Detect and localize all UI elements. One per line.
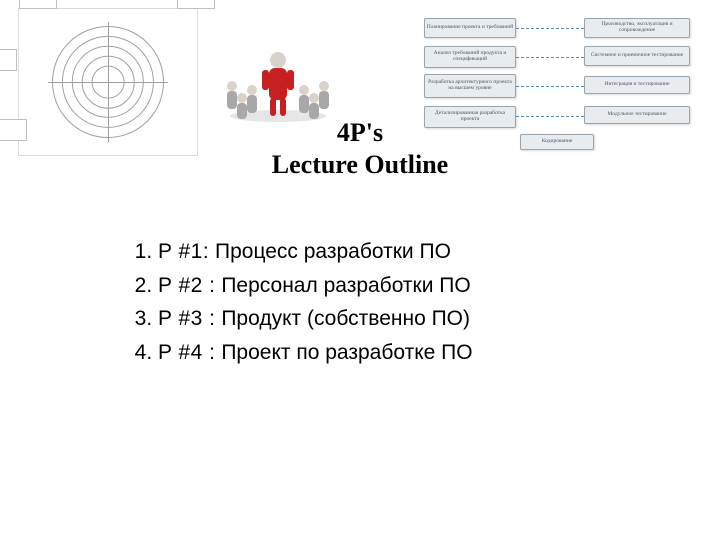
title-line-1: 4P's: [0, 118, 720, 148]
outline-list: P #1: Процесс разработки ПОP #2 : Персон…: [124, 238, 598, 373]
people-image: [212, 38, 344, 126]
people-svg: [212, 38, 344, 126]
outline-ol: P #1: Процесс разработки ПОP #2 : Персон…: [124, 238, 598, 373]
outline-item-text: Персонал разработки ПО: [216, 274, 471, 297]
flow-box: Системное и приемочное тестирование: [584, 46, 690, 66]
flow-arrow: [516, 86, 584, 87]
outline-item-text: Проект по разработке ПО: [216, 341, 473, 364]
outline-item-text: Процесс разработки ПО: [209, 240, 451, 263]
spiral-label-box: [19, 0, 57, 9]
spiral-label-box: [177, 0, 215, 9]
flow-box: Анализ требований продукта и спецификаци…: [424, 46, 516, 68]
outline-item-bold: P #4 :: [158, 341, 216, 364]
flow-arrow: [516, 57, 584, 58]
outline-item: P #4 : Проект по разработке ПО: [158, 339, 598, 373]
flow-box: Планирование проекта и требований: [424, 18, 516, 38]
spiral-ring: [92, 66, 125, 99]
outline-item: P #1: Процесс разработки ПО: [158, 238, 598, 272]
flow-box: Производство, эксплуатация и сопровожден…: [584, 18, 690, 38]
flow-arrow: [516, 116, 584, 117]
outline-item: P #3 : Продукт (собственно ПО): [158, 305, 598, 339]
outline-item-bold: P #3 :: [158, 307, 216, 330]
outline-item-bold: P #2 :: [158, 274, 216, 297]
outline-item: P #2 : Персонал разработки ПО: [158, 272, 598, 306]
flow-arrow: [516, 28, 584, 29]
slide: Планирование проекта и требований Произво…: [0, 0, 720, 540]
flow-box: Разработка архитектурного проекта на выс…: [424, 74, 516, 98]
outline-item-text: Продукт (собственно ПО): [216, 307, 471, 330]
title-line-2: Lecture Outline: [0, 150, 720, 180]
flow-box: Интеграция и тестирование: [584, 76, 690, 94]
title-block: 4P's Lecture Outline: [0, 118, 720, 180]
outline-item-bold: P #1:: [158, 240, 209, 263]
spiral-label-box: [0, 49, 17, 71]
